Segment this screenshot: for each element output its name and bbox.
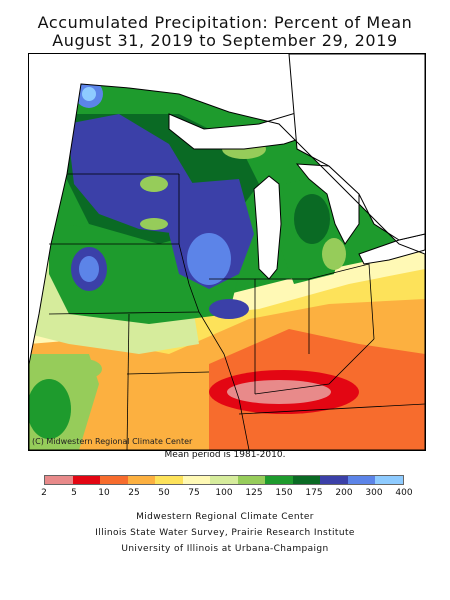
footer-line-3: University of Illinois at Urbana-Champai… <box>121 544 329 554</box>
map-title: Accumulated Precipitation: Percent of Me… <box>37 13 413 32</box>
legend-tick-labels: 2 5 10 25 50 75 100 125 150 175 200 300 400 <box>41 488 412 500</box>
legend-swatch <box>100 476 128 484</box>
footer-line-2: Illinois State Water Survey, Prairie Res… <box>95 528 355 538</box>
legend-tick-label: 400 <box>395 488 413 498</box>
legend-swatch <box>375 476 403 484</box>
legend-swatch <box>155 476 183 484</box>
legend-swatch <box>265 476 293 484</box>
region-outline <box>29 83 425 450</box>
legend-tick-label: 75 <box>188 488 200 498</box>
legend-tick-label: 125 <box>245 488 263 498</box>
legend-tick-label: 50 <box>158 488 170 498</box>
legend-tick-label: 100 <box>215 488 233 498</box>
legend-swatch <box>292 476 321 484</box>
legend-swatch <box>45 476 73 484</box>
state-boundaries <box>48 173 425 450</box>
legend-tick-label: 25 <box>128 488 140 498</box>
mean-period-note: Mean period is 1981-2010. <box>164 450 286 460</box>
legend-tick-label: 2 <box>41 488 47 498</box>
legend-swatch <box>127 476 156 484</box>
legend-tick-label: 300 <box>365 488 383 498</box>
legend-tick-label: 10 <box>98 488 110 498</box>
footer-line-1: Midwestern Regional Climate Center <box>136 512 314 522</box>
map-subtitle: August 31, 2019 to September 29, 2019 <box>52 31 398 50</box>
legend-swatch <box>182 476 211 484</box>
precipitation-map <box>28 53 426 451</box>
legend-swatch <box>72 476 101 484</box>
ontario-region <box>288 54 425 241</box>
copyright-credit: (C) Midwestern Regional Climate Center <box>32 437 193 446</box>
legend-swatch <box>210 476 238 484</box>
lake-michigan <box>253 175 282 280</box>
legend-tick-label: 5 <box>71 488 77 498</box>
legend-tick-label: 150 <box>275 488 293 498</box>
legend-swatch <box>347 476 376 484</box>
legend-color-bar <box>44 475 404 485</box>
legend-tick-label: 200 <box>335 488 353 498</box>
legend-swatch <box>237 476 266 484</box>
legend-swatch <box>320 476 348 484</box>
legend-tick-label: 175 <box>305 488 323 498</box>
pink-blob <box>227 380 331 404</box>
